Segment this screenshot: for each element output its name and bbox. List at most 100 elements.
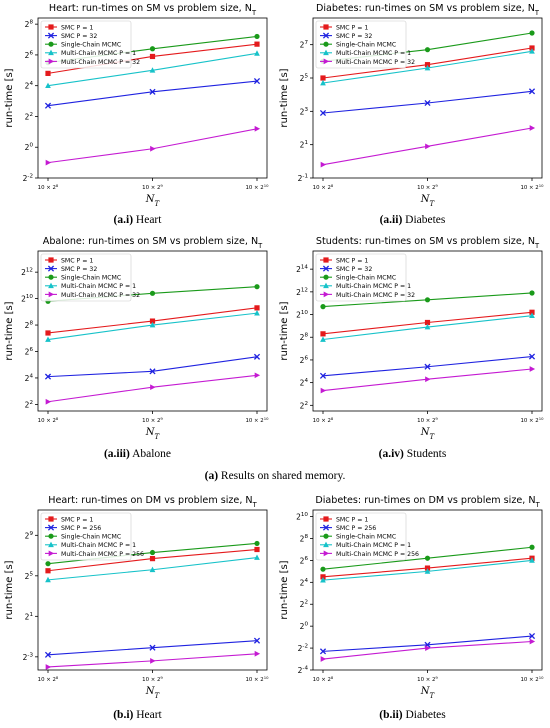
- marker-square: [320, 574, 326, 580]
- marker-circle: [424, 555, 431, 561]
- legend-label: SMC P = 32: [336, 33, 372, 40]
- marker-square: [48, 24, 54, 30]
- caption-text: Students: [406, 448, 447, 460]
- marker-tri-right: [150, 145, 156, 152]
- series-4: [320, 125, 536, 168]
- legend-label: Single-Chain MCMC: [336, 275, 396, 282]
- marker-square: [149, 318, 156, 324]
- marker-square: [254, 41, 260, 47]
- series-3: [45, 50, 260, 89]
- marker-square: [323, 24, 329, 30]
- y-tick-label: 23: [300, 107, 309, 117]
- legend-label: Multi-Chain MCMC P = 256: [61, 551, 144, 558]
- marker-tri-right: [254, 372, 261, 379]
- x-axis-label: NT: [145, 427, 161, 441]
- marker-square: [48, 257, 54, 263]
- marker-square: [320, 331, 326, 337]
- series-1: [44, 637, 261, 658]
- x-tick-label: 10 × 29: [417, 416, 438, 425]
- marker-square: [45, 568, 51, 574]
- series-1: [319, 353, 536, 379]
- marker-tri-right: [150, 384, 156, 391]
- caption-text: Abalone: [132, 448, 172, 460]
- marker-x: [149, 368, 156, 375]
- caption-label: (b.ii): [379, 709, 403, 721]
- marker-tri-right: [529, 638, 536, 645]
- marker-triangle: [149, 67, 156, 73]
- x-tick-label: 10 × 29: [417, 675, 438, 684]
- marker-tri-right: [320, 161, 327, 168]
- y-tick-label: 25: [300, 74, 309, 84]
- chart-students-sm: Students: run-times on SM vs problem siz…: [275, 233, 550, 451]
- y-tick-label: 2-3: [23, 652, 34, 662]
- y-tick-label: 21: [300, 140, 309, 150]
- series-line: [47, 128, 258, 164]
- marker-triangle: [424, 568, 431, 574]
- chart-title: Diabetes: run-times on DM vs problem siz…: [315, 495, 540, 509]
- marker-circle: [48, 533, 54, 539]
- chart-heart-sm: Heart: run-times on SM vs problem size, …: [0, 0, 275, 218]
- marker-x: [47, 32, 55, 39]
- y-tick-label: 210: [296, 512, 308, 522]
- caption-a-i: (a.i) Heart: [0, 214, 275, 226]
- y-tick-label: 210: [296, 310, 308, 320]
- marker-tri-right: [48, 291, 55, 298]
- series-2: [320, 290, 535, 310]
- y-tick-label: 28: [25, 321, 34, 331]
- x-tick-label: 10 × 210: [245, 183, 269, 192]
- legend-label: Single-Chain MCMC: [61, 42, 121, 49]
- marker-tri-right: [48, 58, 55, 65]
- series-1: [319, 88, 536, 117]
- y-tick-label: 26: [300, 355, 309, 365]
- marker-circle: [320, 566, 326, 572]
- caption-label: (a): [204, 470, 219, 482]
- y-tick-label: 22: [300, 401, 308, 411]
- legend-label: SMC P = 256: [336, 525, 376, 532]
- legend-label: SMC P = 1: [336, 24, 368, 31]
- chart-abalone-sm: Abalone: run-times on SM vs problem size…: [0, 233, 275, 451]
- marker-triangle: [254, 310, 260, 316]
- marker-x: [424, 363, 431, 370]
- chart-diabetes-sm: Diabetes: run-times on SM vs problem siz…: [275, 0, 550, 218]
- marker-circle: [529, 30, 535, 36]
- marker-tri-right: [45, 159, 52, 166]
- marker-tri-right: [323, 550, 330, 557]
- marker-circle: [424, 47, 431, 53]
- chart-title: Students: run-times on SM vs problem siz…: [316, 236, 540, 250]
- x-tick-label: 10 × 29: [142, 183, 163, 192]
- x-tick-label: 10 × 28: [313, 416, 334, 425]
- y-tick-label: 20: [25, 143, 34, 153]
- series-3: [45, 310, 260, 342]
- marker-tri-right: [320, 656, 327, 662]
- y-tick-label: 214: [296, 265, 308, 275]
- chart-diabetes-dm: Diabetes: run-times on DM vs problem siz…: [275, 492, 550, 710]
- caption-b-ii: (b.ii) Diabetes: [275, 709, 550, 721]
- legend-label: SMC P = 32: [61, 33, 97, 40]
- y-axis-label: run-time [s]: [4, 301, 15, 360]
- marker-square: [149, 556, 156, 562]
- marker-triangle: [45, 82, 51, 89]
- marker-triangle: [323, 541, 329, 548]
- marker-square: [424, 565, 431, 571]
- caption-label: (a.i): [113, 214, 134, 226]
- x-tick-label: 10 × 210: [520, 416, 544, 425]
- caption-a-ii: (a.ii) Diabetes: [275, 214, 550, 226]
- legend-label: Multi-Chain MCMC P = 32: [61, 59, 140, 66]
- series-2: [320, 544, 535, 572]
- marker-x: [319, 648, 327, 655]
- marker-triangle: [529, 312, 535, 319]
- x-axis-label: NT: [145, 194, 161, 208]
- series-3: [320, 312, 535, 342]
- legend-label: Multi-Chain MCMC P = 256: [336, 551, 419, 558]
- caption-text: Results on shared memory.: [220, 470, 346, 482]
- marker-circle: [529, 544, 535, 550]
- x-axis-label: NT: [145, 686, 161, 700]
- x-tick-label: 10 × 29: [417, 183, 438, 192]
- x-axis-label: NT: [420, 194, 436, 208]
- y-tick-label: 22: [300, 600, 308, 610]
- y-tick-label: 20: [300, 622, 309, 632]
- legend-label: Multi-Chain MCMC P = 1: [61, 542, 136, 549]
- x-tick-label: 10 × 210: [245, 675, 269, 684]
- legend-frame: [315, 20, 407, 69]
